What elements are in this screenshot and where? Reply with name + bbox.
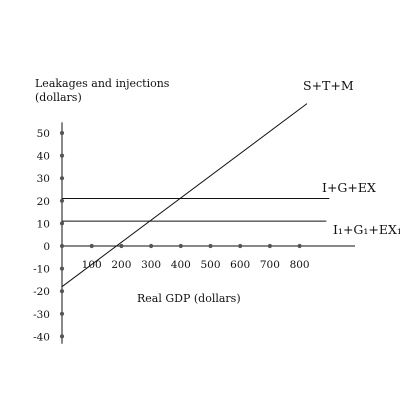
y-axis-title-line-2: (dollars) xyxy=(35,91,82,104)
series-line-1 xyxy=(61,103,308,288)
y-axis-title-line-1: Leakages and injections xyxy=(35,77,170,90)
y-tick-label: -40 xyxy=(33,331,50,343)
x-tick-dot xyxy=(267,243,272,249)
y-tick-dot xyxy=(59,176,65,181)
y-tick-dot xyxy=(59,243,65,249)
y-tick-label: 10 xyxy=(37,218,50,230)
axes xyxy=(61,122,355,344)
x-tick-dot xyxy=(297,243,302,249)
y-tick-label: 50 xyxy=(37,128,50,140)
y-tick-label: 40 xyxy=(37,151,50,163)
y-tick-dot xyxy=(59,311,65,316)
series-label-1: S+T+M xyxy=(303,78,354,93)
x-tick-label: 600 xyxy=(230,259,250,271)
x-tick-label: 100 xyxy=(82,259,102,271)
y-tick-dot xyxy=(59,289,65,294)
x-tick-label: 700 xyxy=(260,259,280,271)
series-labels: S+T+M I+G+EX I₁+G₁+EX₁ xyxy=(303,78,400,237)
series-label-3: I₁+G₁+EX₁ xyxy=(333,222,400,237)
x-axis-ticks: 100 200 300 400 500 600 700 800 xyxy=(82,243,310,271)
y-tick-label: 30 xyxy=(37,173,50,185)
y-axis-ticks: 50 40 30 20 10 0 -10 -20 -30 -40 xyxy=(33,128,65,343)
x-tick-label: 800 xyxy=(290,259,310,271)
series-label-2: I+G+EX xyxy=(322,180,376,195)
x-tick-dot xyxy=(149,243,154,249)
y-tick-label: -30 xyxy=(33,309,50,321)
y-tick-dot xyxy=(59,266,65,271)
y-tick-dot xyxy=(59,130,65,136)
series-lines xyxy=(61,103,330,288)
x-tick-label: 200 xyxy=(111,259,131,271)
y-tick-label: 0 xyxy=(43,241,50,253)
y-tick-label: -20 xyxy=(33,286,50,298)
y-tick-label: -10 xyxy=(33,264,50,276)
y-tick-dot xyxy=(59,334,65,339)
y-tick-dot xyxy=(59,221,65,226)
x-tick-label: 400 xyxy=(171,259,191,271)
x-tick-dot xyxy=(89,243,94,249)
x-tick-dot xyxy=(238,243,243,249)
x-tick-dot xyxy=(119,243,124,249)
y-tick-dot xyxy=(59,153,65,158)
x-axis-title: Real GDP (dollars) xyxy=(137,292,241,305)
x-tick-label: 300 xyxy=(141,259,161,271)
x-tick-label: 500 xyxy=(200,259,220,271)
y-tick-label: 20 xyxy=(37,196,50,208)
x-tick-dot xyxy=(178,243,183,249)
x-tick-dot xyxy=(208,243,213,249)
y-tick-dot xyxy=(59,198,65,203)
